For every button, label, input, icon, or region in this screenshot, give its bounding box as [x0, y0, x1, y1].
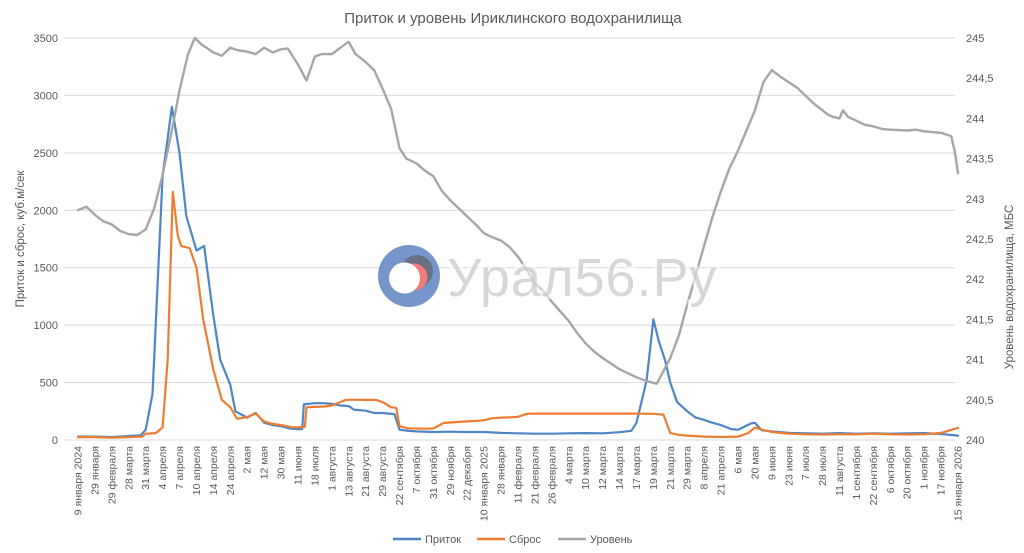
y-axis-left-tick-label: 2000: [34, 205, 58, 217]
x-axis-tick-label: 1 сентября: [851, 446, 863, 500]
legend-label: Уровень: [590, 534, 633, 546]
x-axis-tick-label: 31 октября: [428, 446, 440, 499]
x-axis-tick-label: 13 августа: [343, 446, 355, 497]
x-axis-tick-label: 8 апреля: [699, 446, 711, 489]
x-axis-tick-label: 21 марта: [665, 446, 677, 490]
y-axis-right-tick-label: 242,5: [966, 234, 994, 246]
legend-item-inflow: Приток: [393, 534, 461, 546]
x-axis-tick-label: 1 августа: [326, 446, 338, 491]
x-axis-tick-label: 7 апреля: [174, 446, 186, 489]
y-axis-left-tick-label: 2500: [34, 148, 58, 160]
x-axis-labels: 9 января 2024 29 января 29 февраля 28 марта…: [73, 446, 965, 521]
y-axis-right-tick-label: 243,5: [966, 154, 994, 166]
x-axis-tick-label: 21 апреля: [716, 446, 728, 495]
y-axis-left-tick-label: 3500: [34, 33, 58, 45]
x-axis-tick-label: 11 февраля: [513, 446, 525, 503]
x-axis-tick-label: 15 января 2026: [953, 446, 965, 521]
x-axis-tick-label: 2 мая: [242, 446, 254, 474]
x-axis-tick-label: 31 марта: [140, 446, 152, 490]
x-axis-tick-label: 28 марта: [123, 446, 135, 490]
x-axis-tick-label: 7 октября: [411, 446, 423, 493]
x-axis-tick-label: 1 ноября: [919, 446, 931, 490]
watermark: Урал56.Ру Урал56.Ру: [378, 245, 720, 312]
x-axis-tick-label: 11 июня: [293, 446, 305, 485]
y-axis-left-tick-label: 3000: [34, 90, 58, 102]
x-axis-tick-label: 14 апреля: [208, 446, 220, 495]
x-axis-tick-label: 18 июля: [309, 446, 321, 486]
x-axis-tick-label: 10 января 2025: [479, 446, 491, 521]
y-axis-right-tick-label: 245: [966, 33, 984, 45]
x-axis-tick-label: 22 сентября: [394, 446, 406, 505]
x-axis-tick-label: 29 августа: [377, 446, 389, 497]
x-axis-tick-label: 29 февраля: [106, 446, 118, 504]
x-axis-tick-label: 29 января: [89, 446, 101, 495]
y-axis-right-tick-label: 243: [966, 194, 984, 206]
x-axis-tick-label: 23 июня: [783, 446, 795, 486]
x-axis-tick-label: 7 июля: [800, 446, 812, 480]
x-axis-tick-label: 14 марта: [614, 446, 626, 490]
x-axis-tick-label: 17 марта: [631, 446, 643, 490]
y-axis-left-tick-label: 1000: [34, 320, 58, 332]
x-axis-tick-label: 29 ноября: [445, 446, 457, 495]
x-axis-tick-label: 6 мая: [733, 446, 745, 474]
x-axis-tick-label: 20 мая: [749, 446, 761, 479]
legend-item-level: Уровень: [558, 534, 633, 546]
legend: Приток Сброс Уровень: [393, 534, 633, 546]
series-line-inflow: [76, 105, 960, 439]
x-axis-tick-label: 12 мая: [259, 446, 271, 479]
x-axis-tick-label: 29 марта: [682, 446, 694, 490]
y-axis-left-title: Приток и сброс, куб.м/сек: [15, 170, 27, 308]
y-axis-left-ticks: 0 500 1000 1500 2000 2500 3000 3500: [34, 33, 58, 447]
x-axis-tick-label: 4 апреля: [157, 446, 169, 489]
x-axis-tick-label: 17 ноября: [936, 446, 948, 495]
series-line-level: [76, 36, 960, 385]
x-axis-tick-label: 6 октября: [885, 446, 897, 493]
legend-label: Приток: [425, 534, 461, 546]
y-axis-right-ticks: 240 240,5 241 241,5 242 242,5 243 243,5 244 244,5…: [966, 33, 994, 447]
legend-item-discharge: Сброс: [477, 534, 541, 546]
x-axis-tick-label: 26 февраля: [546, 446, 558, 504]
series-line-discharge: [76, 190, 960, 439]
x-axis-tick-label: 24 апреля: [225, 446, 237, 495]
y-axis-right-tick-label: 244,5: [966, 73, 994, 85]
x-axis-tick-label: 30 мая: [276, 446, 288, 479]
x-axis-tick-label: 10 апреля: [191, 446, 203, 495]
y-axis-right-tick-label: 244: [966, 113, 984, 125]
watermark-text-glow: Урал56.Ру: [447, 248, 718, 308]
x-axis-tick-label: 20 октября: [902, 446, 914, 499]
x-axis-tick-label: 28 января: [496, 446, 508, 495]
y-axis-right-title: Уровень водохранилища, МБС: [1004, 205, 1016, 370]
x-axis-tick-label: 4 марта: [563, 446, 575, 484]
x-axis-tick-label: 11 августа: [834, 446, 846, 496]
y-axis-left-tick-label: 1500: [34, 263, 58, 275]
x-axis-tick-label: 28 июля: [817, 446, 829, 486]
series-lines: [76, 36, 960, 439]
y-axis-right-tick-label: 240: [966, 435, 984, 447]
y-axis-right-tick-label: 242: [966, 274, 984, 286]
x-axis-tick-label: 22 декабря: [462, 446, 474, 501]
y-axis-right-tick-label: 240,5: [966, 395, 994, 407]
y-axis-right-tick-label: 241: [966, 355, 984, 367]
y-axis-left-tick-label: 500: [40, 378, 58, 390]
x-axis-tick-label: 9 июня: [766, 446, 778, 480]
x-axis-tick-label: 9 января 2024: [73, 446, 85, 515]
x-axis-tick-label: 22 сентября: [868, 446, 880, 505]
legend-label: Сброс: [509, 534, 541, 546]
gridlines: [64, 37, 955, 441]
x-axis-tick-label: 12 марта: [597, 446, 609, 490]
x-axis-tick-label: 19 марта: [648, 446, 660, 490]
x-axis-tick-label: 21 февраля: [529, 446, 541, 504]
watermark-text: Урал56.Ру: [447, 248, 718, 308]
chart-title: Приток и уровень Ириклинского водохранил…: [344, 10, 682, 27]
y-axis-left-tick-label: 0: [52, 435, 58, 447]
x-axis-tick-label: 10 марта: [580, 446, 592, 490]
x-axis-tick-label: 21 августа: [360, 446, 372, 497]
ural56-logo-icon: [378, 245, 440, 307]
y-axis-right-tick-label: 241,5: [966, 314, 994, 326]
